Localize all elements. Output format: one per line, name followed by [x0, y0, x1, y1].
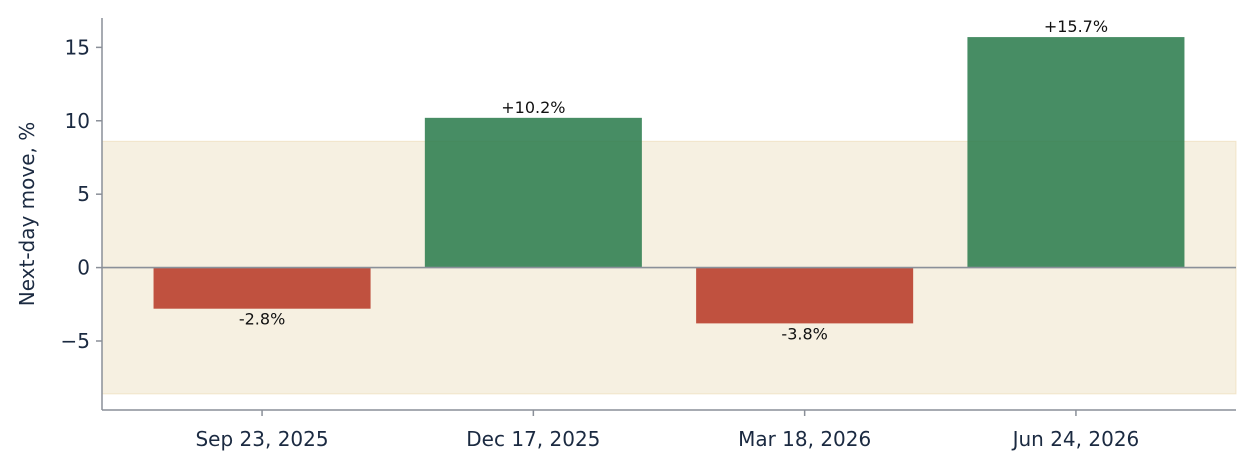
x-tick-label: Dec 17, 2025: [466, 427, 600, 451]
y-tick-label: 5: [77, 182, 90, 206]
bar-2: [424, 117, 642, 268]
x-tick-label: Mar 18, 2026: [738, 427, 871, 451]
bar-3: [696, 267, 914, 324]
bar-value-label: -3.8%: [781, 324, 827, 343]
x-tick-label: Sep 23, 2025: [195, 427, 328, 451]
y-tick-label: 10: [65, 109, 90, 133]
y-tick-label: −5: [61, 329, 90, 353]
bar-value-label: -2.8%: [239, 310, 285, 329]
y-tick-label: 0: [77, 256, 90, 280]
y-tick-label: 15: [65, 35, 90, 59]
bar-1: [153, 267, 371, 309]
bar-value-label: +10.2%: [501, 98, 565, 117]
bar-value-label: +15.7%: [1044, 17, 1108, 36]
y-axis-title: Next-day move, %: [15, 122, 39, 307]
x-tick-label: Jun 24, 2026: [1011, 427, 1140, 451]
bar-4: [967, 37, 1185, 268]
